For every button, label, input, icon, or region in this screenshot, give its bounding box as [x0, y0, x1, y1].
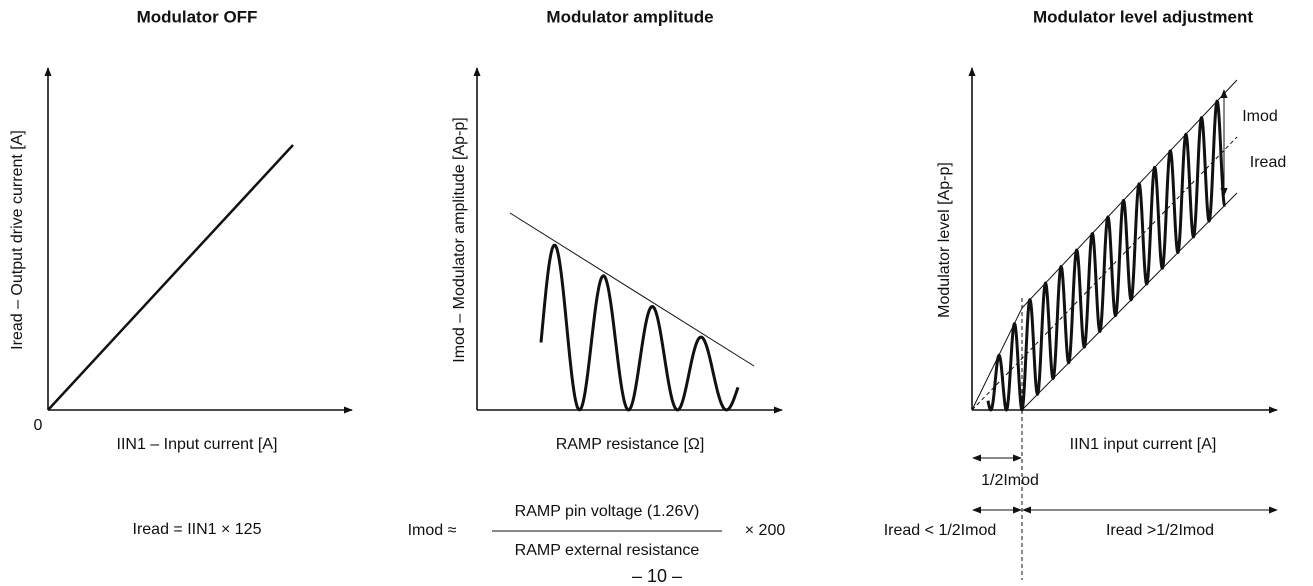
transfer-line [47, 144, 294, 411]
formula-lhs: Imod ≈ [408, 522, 457, 539]
formula-numerator: RAMP pin voltage (1.26V) [515, 503, 700, 520]
above-label: Iread >1/2Imod [1106, 522, 1214, 539]
below-label: Iread < 1/2Imod [884, 522, 997, 539]
y-axis-label: Modulator level [Ap-p] [936, 162, 953, 318]
lower-envelope [1021, 192, 1238, 411]
x-axis-label: IIN1 input current [A] [1070, 436, 1217, 453]
panel-title: Modulator OFF [137, 7, 258, 26]
amplitude-wave [539, 243, 740, 412]
half-imod-label: 1/2Imod [981, 472, 1039, 489]
x-axis-label: RAMP resistance [Ω] [556, 436, 705, 453]
panel-title: Modulator amplitude [546, 7, 713, 26]
formula: Iread = IIN1 × 125 [133, 521, 262, 538]
imod-label: Imod [1242, 108, 1278, 125]
origin-label: 0 [34, 417, 43, 434]
level-wave [986, 99, 1226, 412]
y-axis-label: Iread – Output drive current [A] [9, 130, 26, 350]
y-axis-label: Imod – Modulator amplitude [Ap-p] [451, 117, 468, 362]
iread-label: Iread [1250, 154, 1286, 171]
panel-title: Modulator level adjustment [1033, 7, 1253, 26]
x-axis-label: IIN1 – Input current [A] [117, 436, 278, 453]
page-number: – 10 – [632, 566, 682, 586]
formula-factor: × 200 [745, 522, 786, 539]
envelope-line [509, 212, 755, 367]
formula-denominator: RAMP external resistance [515, 542, 700, 559]
